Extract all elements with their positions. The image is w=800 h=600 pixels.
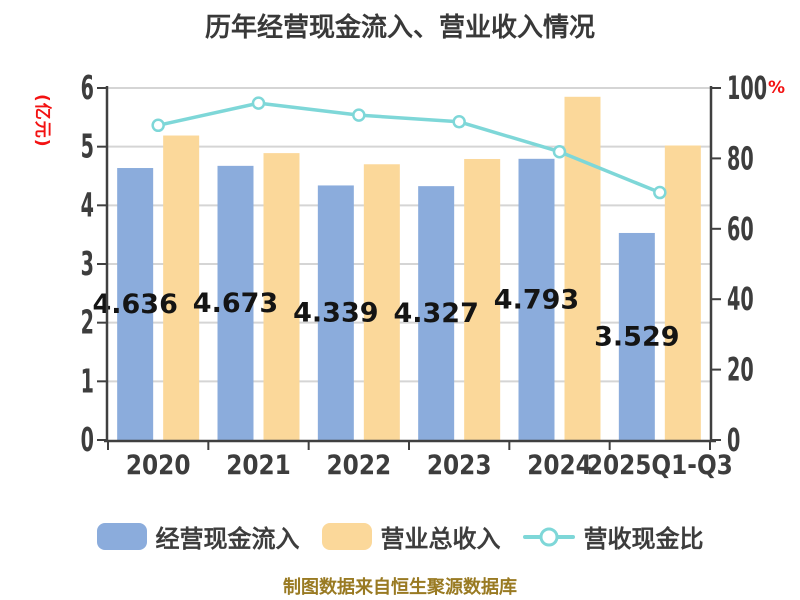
right-axis-tick-label: 0 bbox=[727, 423, 740, 459]
legend-label-cash-inflow: 经营现金流入 bbox=[155, 525, 300, 553]
bar-value-label: 3.529 bbox=[594, 321, 679, 352]
bar-cash-inflow-2025Q1-Q3 bbox=[618, 232, 655, 440]
ratio-line-marker-2020 bbox=[151, 118, 165, 133]
legend-item-cash-inflow[interactable]: 经营现金流入 bbox=[96, 519, 300, 554]
bar-revenue-2021 bbox=[263, 153, 300, 440]
ratio-line-marker-2023 bbox=[452, 115, 466, 129]
legend-label-ratio: 营收现金比 bbox=[583, 525, 704, 553]
bar-revenue-2020 bbox=[163, 135, 200, 440]
bar-value-label: 4.636 bbox=[92, 289, 177, 320]
bar-value-label: 4.673 bbox=[193, 288, 278, 319]
left-axis-tick-label: 4 bbox=[81, 187, 94, 225]
legend-swatch-revenue bbox=[321, 523, 372, 550]
right-axis-unit-label: % bbox=[768, 78, 786, 98]
bar-revenue-2023 bbox=[464, 158, 501, 440]
ratio-line-marker-2021 bbox=[251, 96, 266, 110]
bar-value-label: 4.339 bbox=[293, 298, 378, 329]
bar-cash-inflow-2024 bbox=[518, 158, 555, 440]
bar-cash-inflow-2022 bbox=[317, 185, 354, 440]
ratio-line bbox=[156, 101, 662, 195]
legend-swatch-cash-inflow bbox=[96, 523, 147, 550]
bar-cash-inflow-2021 bbox=[217, 165, 254, 441]
left-axis-tick-label: 2 bbox=[81, 304, 94, 342]
x-axis-category-label: 2021 bbox=[226, 449, 291, 480]
left-axis-tick-label: 3 bbox=[81, 246, 94, 284]
left-axis-tick-label: 6 bbox=[81, 70, 94, 108]
ratio-line-marker-2022 bbox=[352, 108, 366, 122]
x-axis-category-label: 2025Q1-Q3 bbox=[587, 449, 733, 480]
bar-value-label: 4.327 bbox=[393, 298, 478, 329]
bar-revenue-2024 bbox=[564, 96, 601, 441]
x-axis-category-label: 2022 bbox=[327, 449, 392, 480]
x-axis-category-label: 2023 bbox=[427, 449, 492, 480]
right-axis-tick-label: 20 bbox=[727, 353, 754, 389]
x-axis-category-label: 2020 bbox=[126, 449, 191, 480]
x-axis-category-label: 2024 bbox=[527, 449, 592, 480]
left-axis-tick-label: 5 bbox=[81, 128, 94, 166]
ratio-line-marker-2025Q1-Q3 bbox=[653, 185, 667, 200]
legend-item-revenue[interactable]: 营业总收入 bbox=[321, 519, 501, 554]
legend: 经营现金流入 营业总收入 营收现金比 bbox=[0, 519, 800, 554]
bar-value-label: 4.793 bbox=[494, 284, 579, 315]
bar-revenue-2022 bbox=[363, 164, 400, 440]
left-axis-tick-label: 0 bbox=[81, 422, 94, 460]
left-axis-tick-label: 1 bbox=[81, 363, 94, 401]
ratio-line-marker-2024 bbox=[552, 144, 567, 159]
data-source-note: 制图数据来自恒生聚源数据库 bbox=[283, 577, 517, 598]
right-axis-tick-label: 60 bbox=[727, 212, 754, 248]
right-axis-tick-label: 80 bbox=[727, 142, 754, 178]
legend-item-ratio[interactable]: 营收现金比 bbox=[522, 519, 704, 554]
legend-line-marker-icon bbox=[522, 523, 575, 550]
legend-label-revenue: 营业总收入 bbox=[380, 525, 501, 553]
chart-title: 历年经营现金流入、营业收入情况 bbox=[204, 13, 595, 43]
bar-revenue-2025Q1-Q3 bbox=[664, 145, 701, 440]
bar-cash-inflow-2023 bbox=[418, 186, 455, 440]
right-axis-tick-label: 40 bbox=[727, 282, 754, 318]
bar-cash-inflow-2020 bbox=[117, 168, 154, 440]
right-axis-tick-label: 100 bbox=[727, 71, 767, 107]
